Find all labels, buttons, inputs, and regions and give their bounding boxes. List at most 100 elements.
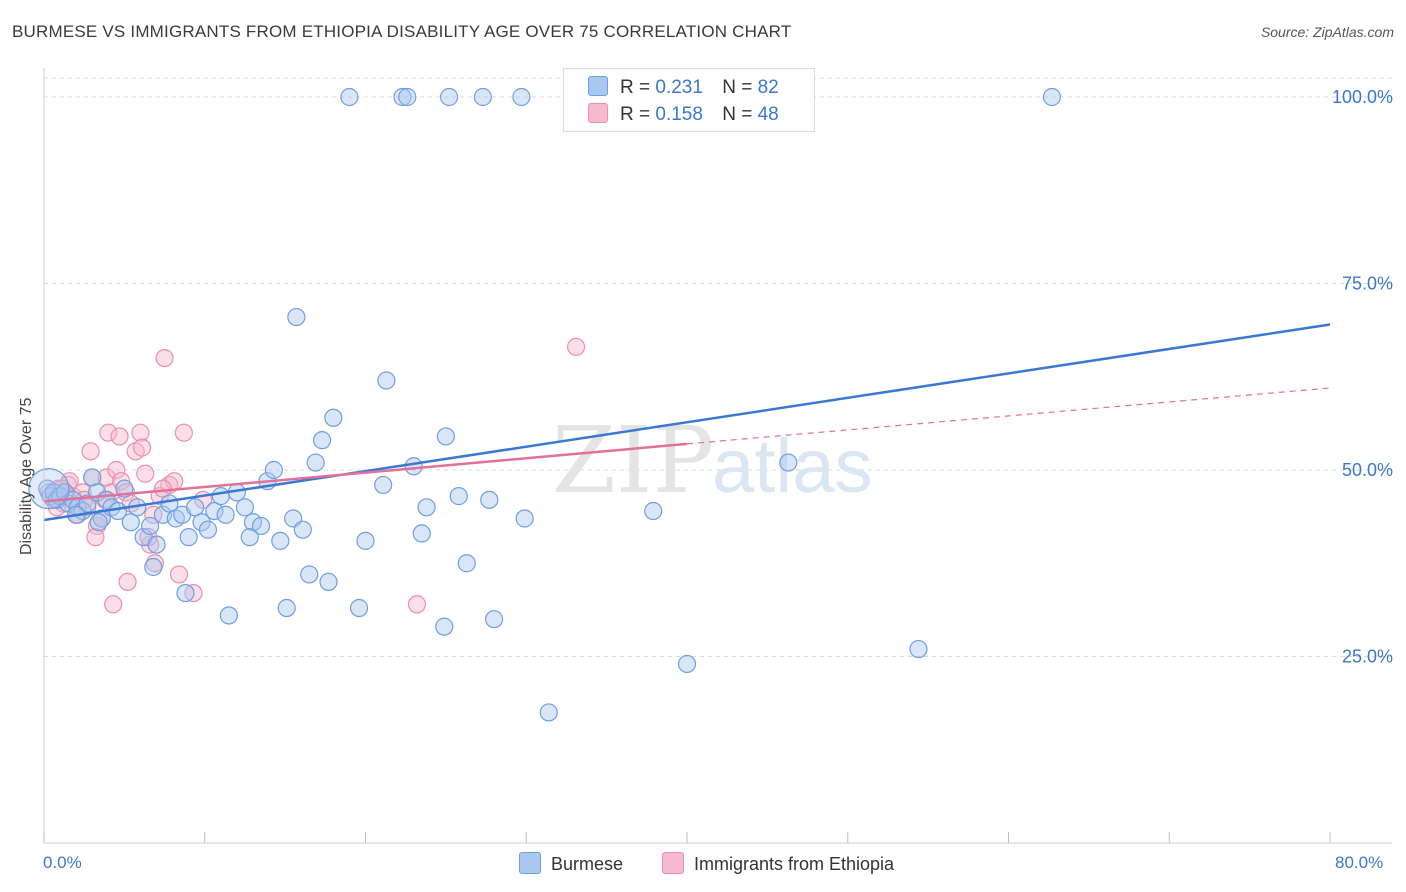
watermark-atlas: atlas — [712, 424, 873, 509]
chart-source: Source: ZipAtlas.com — [1260, 24, 1394, 40]
burmese-point — [377, 371, 396, 390]
burmese-point — [439, 87, 459, 107]
ethiopia-point — [110, 427, 129, 446]
burmese-point — [539, 703, 558, 722]
burmese-point — [211, 487, 230, 506]
legend-n-value-burmese: 82 — [757, 77, 779, 98]
burmese-point — [147, 535, 166, 554]
legend-row-burmese: R = 0.231 N = 82 — [588, 76, 779, 100]
y-tick-label: 50.0% — [1342, 460, 1393, 480]
burmese-point — [485, 610, 504, 629]
x-axis-min-label: 0.0% — [43, 853, 82, 872]
burmese-point — [644, 501, 663, 521]
burmese-point — [287, 307, 306, 327]
burmese-point — [240, 528, 259, 547]
series-swatch-ethiopia — [662, 852, 684, 874]
series-legend-label-ethiopia: Immigrants from Ethiopia — [694, 854, 895, 874]
correlation-legend: R = 0.231 N = 82 R = 0.158 N = 48 — [563, 68, 815, 132]
legend-n-label: N = — [722, 77, 753, 98]
ethiopia-point — [566, 337, 586, 357]
y-tick-label: 25.0% — [1342, 647, 1393, 667]
burmese-point — [216, 505, 235, 524]
ethiopia-point — [174, 423, 193, 442]
legend-r-value-burmese: 0.231 — [655, 77, 703, 98]
burmese-point — [293, 520, 312, 539]
ethiopia-point — [132, 438, 152, 457]
burmese-point — [779, 453, 798, 472]
ethiopia-point — [81, 442, 100, 461]
ethiopia-point — [407, 595, 427, 614]
ethiopia-point — [144, 505, 163, 524]
ethiopia-point — [104, 595, 123, 614]
burmese-point — [251, 516, 271, 536]
burmese-point — [1042, 87, 1062, 107]
burmese-point — [340, 87, 359, 107]
burmese-point — [512, 87, 531, 107]
burmese-point — [277, 598, 296, 618]
ethiopia-trend-line — [43, 442, 688, 503]
burmese-point — [393, 87, 412, 107]
burmese-point — [417, 498, 436, 517]
burmese-point — [473, 87, 492, 107]
burmese-point — [264, 460, 283, 480]
burmese-point — [356, 531, 375, 550]
y-axis-label: Disability Age Over 75 — [18, 397, 35, 555]
burmese-point — [235, 498, 255, 517]
burmese-point — [374, 475, 393, 495]
watermark: ZIP atlas — [552, 407, 873, 514]
grid-layer — [44, 77, 1392, 657]
ethiopia-point — [99, 423, 118, 442]
burmese-point — [412, 524, 431, 543]
burmese-point — [480, 490, 499, 509]
series-burmese-points — [28, 87, 1062, 722]
burmese-point — [457, 554, 476, 573]
burmese-point — [192, 513, 211, 532]
legend-swatch-burmese — [588, 76, 608, 96]
trend-lines — [43, 323, 1331, 522]
burmese-point — [404, 457, 423, 476]
burmese-point — [176, 583, 195, 603]
ethiopia-point — [136, 464, 155, 483]
series-legend-label-burmese: Burmese — [551, 854, 624, 874]
ethiopia-point — [140, 535, 160, 554]
burmese-cluster-point — [28, 468, 70, 510]
burmese-point — [677, 654, 697, 674]
burmese-point — [435, 617, 454, 636]
ethiopia-point — [86, 528, 105, 547]
legend-row-ethiopia: R = 0.158 N = 48 — [588, 103, 779, 127]
burmese-trend-line — [43, 323, 1331, 522]
legend-swatch-ethiopia — [588, 103, 608, 123]
chart-title: BURMESE VS IMMIGRANTS FROM ETHIOPIA DISA… — [12, 22, 792, 41]
burmese-point — [436, 427, 455, 446]
legend-r-label: R = — [620, 104, 651, 125]
burmese-point — [398, 87, 417, 107]
legend-n-value-ethiopia: 48 — [757, 104, 779, 125]
y-tick-label: 75.0% — [1342, 274, 1393, 294]
burmese-point — [179, 528, 198, 547]
watermark-zip: ZIP — [552, 407, 714, 514]
burmese-point — [449, 487, 468, 506]
y-tick-label: 100.0% — [1332, 87, 1393, 107]
burmese-point — [140, 516, 160, 536]
legend-r-value-ethiopia: 0.158 — [655, 104, 703, 125]
series-legend: Burmese Immigrants from Ethiopia — [0, 852, 1406, 878]
ethiopia-point — [118, 572, 137, 592]
legend-r-label: R = — [620, 77, 651, 98]
ethiopia-point — [131, 423, 150, 442]
burmese-point — [219, 606, 238, 625]
burmese-point — [324, 408, 343, 427]
burmese-point — [306, 453, 325, 472]
ethiopia-trend-extension — [686, 387, 1331, 445]
ethiopia-point — [107, 460, 126, 480]
burmese-point — [515, 509, 534, 528]
burmese-point — [89, 513, 108, 532]
series-legend-ethiopia[interactable]: Immigrants from Ethiopia — [662, 852, 894, 875]
burmese-point — [349, 598, 369, 618]
series-legend-burmese[interactable]: Burmese — [519, 852, 623, 875]
burmese-point — [312, 431, 332, 450]
x-axis-max-label: 80.0% — [1335, 853, 1384, 872]
series-swatch-burmese — [519, 852, 541, 874]
burmese-point — [300, 565, 319, 584]
ethiopia-point — [155, 349, 174, 368]
